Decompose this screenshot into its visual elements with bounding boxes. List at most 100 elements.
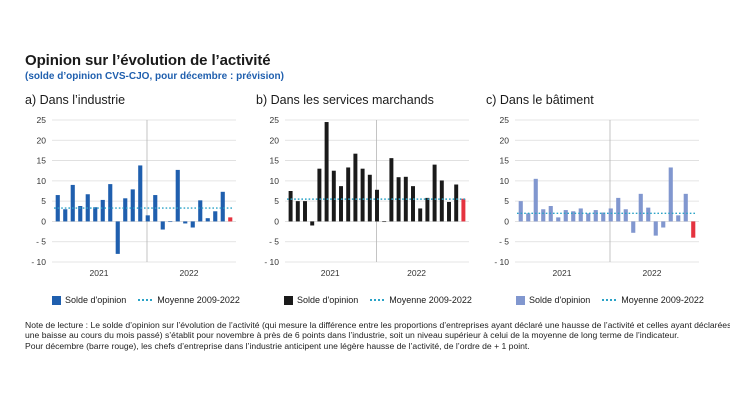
data-bar: [586, 213, 591, 222]
y-tick-label: 25: [270, 115, 280, 125]
y-tick-label: 25: [37, 115, 47, 125]
data-bar: [331, 170, 336, 222]
data-bar: [190, 221, 195, 228]
data-bar: [70, 184, 75, 222]
data-bar: [563, 210, 568, 222]
data-bar: [668, 167, 673, 222]
data-bar: [310, 221, 315, 226]
note-line: Pour décembre (barre rouge), les chefs d…: [25, 340, 530, 351]
data-bar: [683, 193, 688, 222]
data-bar: [303, 201, 307, 222]
y-tick-label: 20: [37, 135, 47, 145]
forecast-bar: [228, 217, 233, 222]
legend-bar-swatch: [52, 295, 61, 305]
legend-average-line: [602, 299, 617, 301]
data-bar: [638, 193, 643, 222]
data-bar: [661, 221, 666, 228]
chart-title: Opinion sur l’évolution de l’activité: [25, 52, 271, 69]
data-bar: [339, 186, 343, 222]
data-bar: [317, 168, 322, 222]
data-bar: [220, 191, 225, 222]
data-bar: [593, 210, 598, 222]
y-tick-label: 20: [500, 135, 510, 145]
data-bar: [175, 169, 180, 222]
year-label: 2022: [643, 268, 662, 278]
data-bar: [518, 201, 523, 222]
data-bar: [123, 198, 128, 222]
y-tick-label: - 5: [499, 237, 509, 247]
data-bar: [145, 215, 150, 222]
y-tick-label: - 10: [494, 257, 509, 267]
forecast-bar: [691, 221, 696, 238]
data-bar: [411, 186, 415, 222]
data-bar: [432, 164, 437, 222]
y-tick-label: 0: [274, 216, 279, 226]
data-bar: [653, 221, 658, 236]
panel-title-building: c) Dans le bâtiment: [486, 93, 594, 107]
data-bar: [346, 167, 351, 222]
y-tick-label: 15: [270, 156, 280, 166]
forecast-bar: [461, 198, 466, 222]
data-bar: [78, 206, 83, 222]
data-bar: [631, 221, 636, 233]
data-bar: [93, 207, 98, 222]
building-chart: 25 20 15 10 5 0 - 5 - 10 2021 2022: [494, 115, 699, 278]
data-bar: [382, 221, 387, 223]
data-bar: [526, 213, 531, 222]
data-bar: [541, 209, 546, 222]
y-tick-label: - 5: [36, 237, 46, 247]
data-bar: [353, 153, 358, 222]
industry-chart: 25 20 15 10 5 0 - 5 - 10 2021 2022: [31, 115, 236, 278]
year-label: 2021: [321, 268, 340, 278]
data-bar: [425, 197, 430, 222]
data-bar: [646, 207, 651, 222]
data-bar: [288, 191, 293, 222]
data-bar: [375, 189, 379, 222]
data-bar: [130, 189, 135, 222]
data-bar: [533, 178, 538, 222]
data-bar: [138, 165, 143, 222]
legend-average-line: [370, 299, 385, 301]
legend-bar-swatch: [284, 295, 293, 305]
y-tick-label: - 10: [264, 257, 279, 267]
y-tick-label: 5: [41, 196, 46, 206]
reading-note: Note de lecture : Le solde d’opinion sur…: [25, 320, 730, 351]
y-tick-label: 0: [41, 216, 46, 226]
data-bar: [367, 174, 372, 222]
year-label: 2022: [407, 268, 426, 278]
legend-industry: Solde d'opinion Moyenne 2009-2022: [52, 295, 240, 305]
data-bar: [439, 180, 444, 222]
data-bar: [168, 221, 173, 223]
data-bar: [63, 209, 68, 222]
data-bar: [454, 184, 459, 222]
data-bar: [183, 221, 188, 224]
note-line: Note de lecture : Le solde d’opinion sur…: [25, 320, 730, 330]
data-bar: [556, 217, 561, 222]
legend-services: Solde d'opinion Moyenne 2009-2022: [284, 295, 472, 305]
y-tick-label: 5: [504, 196, 509, 206]
y-tick-label: 10: [270, 176, 280, 186]
services-chart: 25 20 15 10 5 0 - 5 - 10 2021 2022: [264, 115, 469, 278]
year-label: 2022: [180, 268, 199, 278]
data-bar: [578, 208, 583, 222]
y-tick-label: - 5: [269, 237, 279, 247]
legend-line-label: Moyenne 2009-2022: [157, 295, 240, 305]
note-line: une baisse au cours du mois passé) s’éta…: [25, 330, 679, 341]
legend-building: Solde d'opinion Moyenne 2009-2022: [516, 295, 704, 305]
data-bar: [616, 197, 621, 222]
y-tick-label: 10: [500, 176, 510, 186]
panel-title-services: b) Dans les services marchands: [256, 93, 434, 107]
legend-bars-label: Solde d'opinion: [65, 295, 127, 305]
data-bar: [571, 211, 576, 222]
data-bar: [115, 221, 120, 254]
legend-line-label: Moyenne 2009-2022: [621, 295, 704, 305]
y-tick-label: 10: [37, 176, 47, 186]
year-label: 2021: [553, 268, 572, 278]
data-bar: [608, 208, 613, 222]
data-bar: [623, 209, 628, 222]
legend-line-label: Moyenne 2009-2022: [389, 295, 472, 305]
data-bar: [447, 201, 451, 222]
data-bar: [205, 218, 210, 222]
y-tick-label: - 10: [31, 257, 46, 267]
legend-bars-label: Solde d'opinion: [297, 295, 359, 305]
